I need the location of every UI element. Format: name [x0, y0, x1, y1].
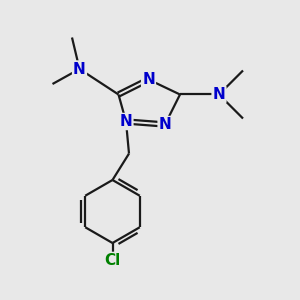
- Text: N: N: [73, 61, 86, 76]
- Text: N: N: [213, 87, 225, 102]
- Text: Cl: Cl: [104, 253, 121, 268]
- Text: N: N: [142, 72, 155, 87]
- Text: N: N: [159, 117, 171, 132]
- Text: N: N: [120, 114, 132, 129]
